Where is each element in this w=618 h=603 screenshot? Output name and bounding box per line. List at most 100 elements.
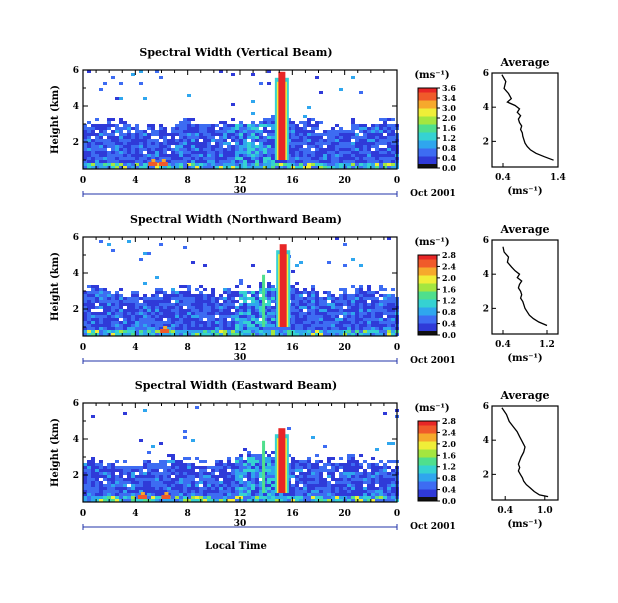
- heatmap-cell: [183, 291, 187, 294]
- heatmap-cell: [351, 460, 355, 463]
- heatmap-cell: [115, 496, 119, 499]
- heatmap-cell: [91, 324, 95, 327]
- heatmap-cell: [239, 499, 243, 502]
- heatmap-cell: [175, 145, 179, 148]
- heatmap-cell: [107, 294, 111, 297]
- heatmap-cell: [331, 499, 335, 502]
- heatmap-cell: [179, 145, 183, 148]
- heatmap-cell: [383, 466, 387, 469]
- heatmap-cell: [363, 148, 367, 151]
- heatmap-cell: [191, 321, 195, 324]
- heatmap-cell: [291, 300, 295, 303]
- colorbar-segment: [418, 146, 437, 149]
- heatmap-cell: [179, 469, 183, 472]
- heatmap-cell: [287, 481, 291, 484]
- heatmap-cell: [111, 303, 115, 306]
- heatmap-cell: [363, 124, 367, 127]
- heatmap-cell: [295, 157, 299, 160]
- heatmap-cell: [91, 312, 95, 315]
- heatmap-cell: [319, 478, 323, 481]
- heatmap-cell: [99, 160, 103, 163]
- heatmap-cell: [99, 496, 103, 499]
- heatmap-cell: [359, 160, 363, 163]
- heatmap-cell: [335, 487, 339, 490]
- heatmap-cell: [339, 88, 343, 91]
- heatmap-cell: [387, 321, 391, 324]
- heatmap-cell: [211, 333, 215, 336]
- heatmap-cell: [83, 475, 87, 478]
- heatmap-cell: [191, 163, 195, 166]
- heatmap-cell: [183, 309, 187, 312]
- heatmap-cell: [267, 270, 271, 273]
- heatmap-cell: [231, 103, 235, 106]
- heatmap-cell: [119, 97, 123, 100]
- heatmap-cell: [119, 157, 123, 160]
- heatmap-cell: [115, 157, 119, 160]
- heatmap-cell: [155, 466, 159, 469]
- heatmap-cell: [167, 148, 171, 151]
- heatmap-cell: [371, 124, 375, 127]
- heatmap-cell: [103, 466, 107, 469]
- heatmap-cell: [351, 312, 355, 315]
- heatmap-cell: [115, 321, 119, 324]
- heatmap-cell: [175, 463, 179, 466]
- heatmap-cell: [391, 481, 395, 484]
- heatmap-cell: [83, 484, 87, 487]
- heatmap-cell: [171, 460, 175, 463]
- heatmap-cell: [215, 318, 219, 321]
- heatmap-cell: [83, 306, 87, 309]
- heatmap-cell: [295, 133, 299, 136]
- heatmap-cell: [131, 499, 135, 502]
- heatmap-cell: [267, 151, 271, 154]
- heatmap-cell: [139, 82, 143, 85]
- heatmap-cell: [235, 496, 239, 499]
- heatmap-cell: [191, 490, 195, 493]
- heatmap-cell: [171, 136, 175, 139]
- heatmap-cell: [155, 142, 159, 145]
- heatmap-cell: [255, 333, 259, 336]
- colorbar-segment: [418, 319, 437, 322]
- heatmap-cell: [323, 496, 327, 499]
- heatmap-cell: [91, 145, 95, 148]
- heatmap-cell: [91, 133, 95, 136]
- heatmap-cell: [291, 285, 295, 288]
- heatmap-cell: [307, 469, 311, 472]
- heatmap-cell: [303, 466, 307, 469]
- heatmap-cell: [223, 330, 227, 333]
- heatmap-cell: [255, 469, 259, 472]
- heatmap-cell: [179, 139, 183, 142]
- heatmap-cell: [391, 469, 395, 472]
- heatmap-cell: [199, 487, 203, 490]
- heatmap-cell: [359, 139, 363, 142]
- heatmap-cell: [311, 133, 315, 136]
- heatmap-cell: [359, 454, 363, 457]
- heatmap-cell: [103, 142, 107, 145]
- heatmap-cell: [279, 333, 283, 336]
- heatmap-cell: [283, 499, 287, 502]
- heatmap-cell: [227, 315, 231, 318]
- heatmap-cell: [343, 309, 347, 312]
- heatmap-cell: [175, 139, 179, 142]
- heatmap-cell: [155, 70, 159, 73]
- heatmap-cell: [311, 469, 315, 472]
- heatmap-cell: [251, 466, 255, 469]
- x-tick-label: 0: [394, 176, 400, 186]
- colorbar-tick-label: 1.6: [442, 450, 456, 460]
- heatmap-cell: [263, 142, 267, 145]
- heatmap-cell: [327, 154, 331, 157]
- heatmap-cell: [111, 499, 115, 502]
- heatmap-cell: [227, 475, 231, 478]
- heatmap-cell: [135, 469, 139, 472]
- heatmap-cell: [203, 460, 207, 463]
- heatmap-cell: [371, 294, 375, 297]
- heatmap-cell: [227, 496, 231, 499]
- heatmap-cell: [303, 475, 307, 478]
- heatmap-cell: [239, 463, 243, 466]
- heatmap-cell: [179, 330, 183, 333]
- heatmap-cell: [159, 460, 163, 463]
- heatmap-cell: [123, 136, 127, 139]
- heatmap-cell: [143, 252, 147, 255]
- heatmap-cell: [139, 130, 143, 133]
- heatmap-cell: [127, 499, 131, 502]
- heatmap-cell: [387, 133, 391, 136]
